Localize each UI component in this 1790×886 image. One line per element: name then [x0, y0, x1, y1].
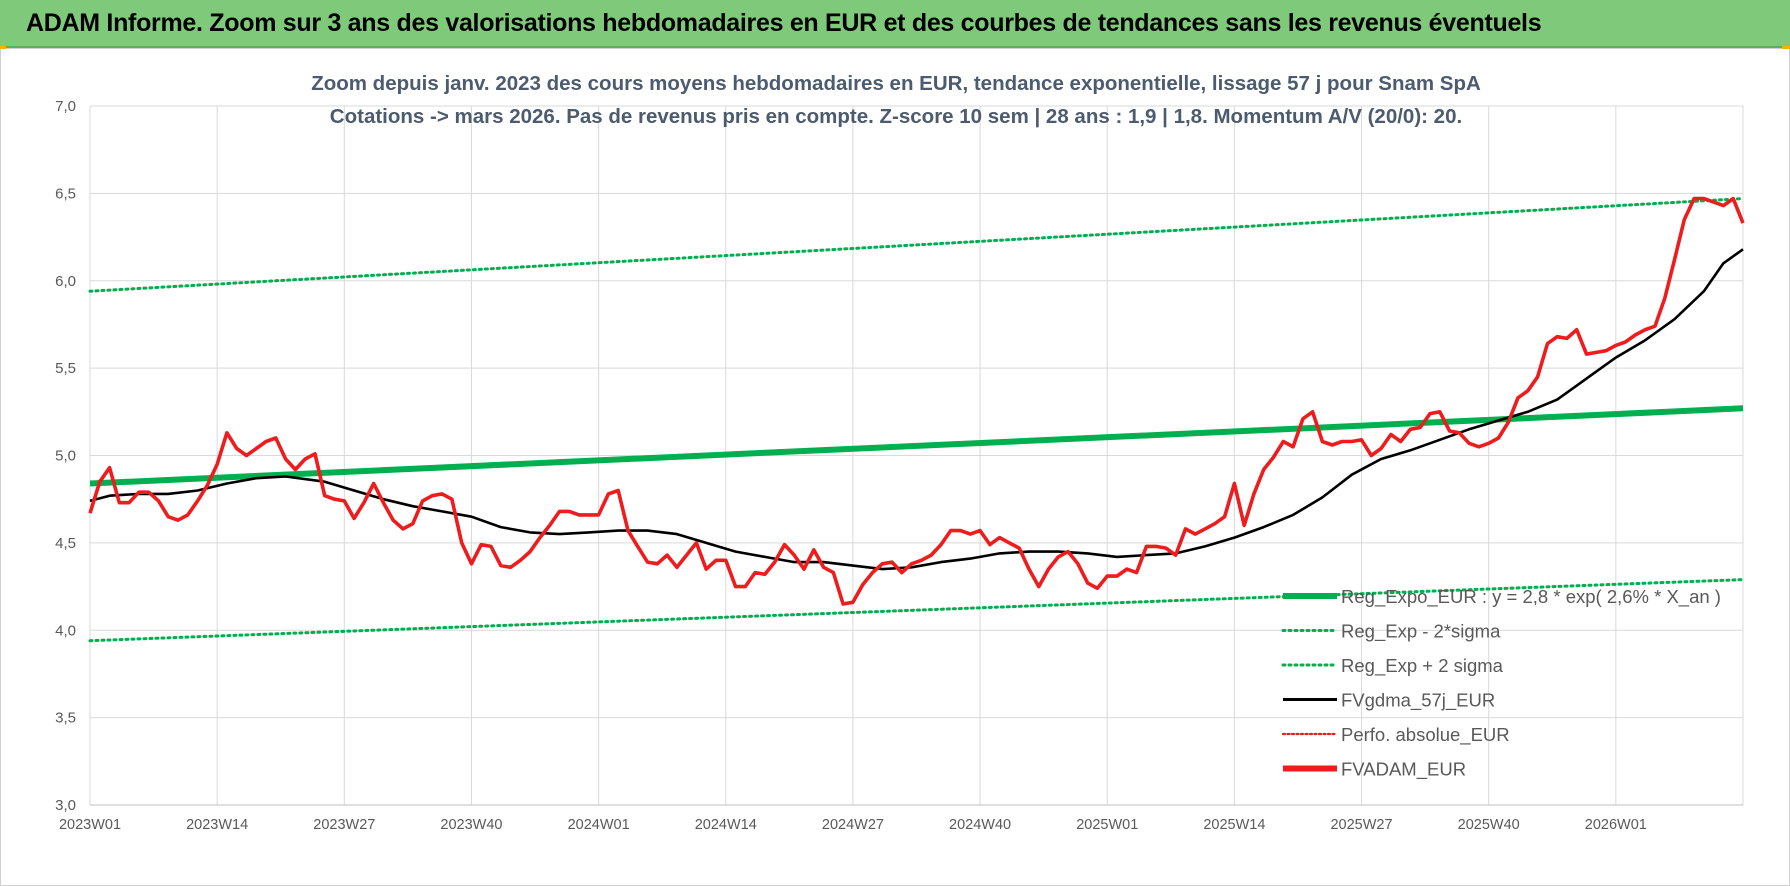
x-tick-label: 2025W14: [1203, 817, 1265, 833]
legend-label-perfo: Perfo. absolue_EUR: [1341, 724, 1510, 746]
x-tick-label: 2025W40: [1458, 817, 1520, 833]
report-banner: ADAM Informe. Zoom sur 3 ans des valoris…: [0, 0, 1790, 48]
y-tick-label: 7,0: [55, 98, 76, 115]
legend-item-fvgdma: FVgdma_57j_EUR: [1283, 690, 1495, 712]
reg-plus-2sigma-line: [88, 197, 1745, 293]
x-tick-label: 2024W40: [949, 817, 1011, 833]
legend-layer: Reg_Expo_EUR : y = 2,8 * exp( 2,6% * X_a…: [1281, 586, 1721, 781]
x-tick-label: 2026W01: [1585, 817, 1647, 833]
chart-svg: 3,0 3,5 4,0 4,5 5,0 5,5 6,0 6,5 7,0 2023W01 2023W1…: [55, 72, 1745, 833]
chart-title-line: Zoom depuis janv. 2023 des cours moyens …: [311, 72, 1481, 95]
legend-item-reg_expo: Reg_Expo_EUR : y = 2,8 * exp( 2,6% * X_a…: [1283, 586, 1721, 608]
legend-item-reg_plus: Reg_Exp + 2 sigma: [1281, 655, 1504, 677]
legend-label-reg_expo: Reg_Expo_EUR : y = 2,8 * exp( 2,6% * X_a…: [1341, 586, 1721, 608]
series-layer: [88, 196, 1745, 643]
y-tick-label: 4,5: [55, 535, 76, 552]
x-tick-label: 2025W01: [1076, 817, 1138, 833]
reg-expo-line: [89, 405, 1744, 487]
y-tick-label: 5,0: [55, 448, 76, 465]
y-tick-label: 3,0: [55, 797, 76, 814]
y-tick-label: 6,5: [55, 185, 76, 202]
x-tick-label: 2023W14: [186, 817, 248, 833]
y-tick-label: 4,0: [55, 622, 76, 639]
legend-label-fvgdma: FVgdma_57j_EUR: [1341, 690, 1495, 712]
x-tick-label: 2024W14: [695, 817, 757, 833]
x-tick-label: 2025W27: [1330, 817, 1392, 833]
yellow-corner-mark: [0, 46, 6, 49]
x-tick-label: 2023W40: [440, 817, 502, 833]
yellow-corner-mark: [1782, 46, 1790, 49]
axis-layer: 3,0 3,5 4,0 4,5 5,0 5,5 6,0 6,5 7,0 2023W01 2023W1…: [55, 98, 1743, 833]
legend-item-perfo: Perfo. absolue_EUR: [1281, 724, 1510, 746]
chart-frame: 3,0 3,5 4,0 4,5 5,0 5,5 6,0 6,5 7,0 2023W01 2023W1…: [0, 48, 1790, 886]
x-tick-label: 2023W01: [59, 817, 121, 833]
legend-item-reg_minus: Reg_Exp - 2*sigma: [1281, 621, 1501, 643]
legend-label-reg_plus: Reg_Exp + 2 sigma: [1341, 655, 1504, 677]
report-banner-title: ADAM Informe. Zoom sur 3 ans des valoris…: [26, 9, 1542, 37]
fvadam-line: [88, 196, 1745, 606]
legend-item-fvadam: FVADAM_EUR: [1283, 759, 1466, 781]
x-tick-label: 2023W27: [313, 817, 375, 833]
y-tick-label: 3,5: [55, 710, 76, 727]
x-tick-label: 2024W01: [568, 817, 630, 833]
chart-title-line: Cotations -> mars 2026. Pas de revenus p…: [330, 105, 1462, 128]
x-tick-label: 2024W27: [822, 817, 884, 833]
y-tick-label: 5,5: [55, 360, 76, 377]
reg-minus-2sigma-line: [88, 578, 1745, 643]
grid-layer: [89, 105, 1744, 806]
legend-label-fvadam: FVADAM_EUR: [1341, 759, 1466, 781]
y-tick-label: 6,0: [55, 273, 76, 290]
fvgdma-line: [89, 248, 1744, 571]
chart-title-layer: Zoom depuis janv. 2023 des cours moyens …: [311, 72, 1481, 128]
legend-label-reg_minus: Reg_Exp - 2*sigma: [1341, 621, 1501, 643]
